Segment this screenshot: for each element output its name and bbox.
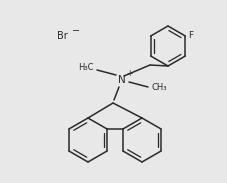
Text: +: + — [126, 70, 132, 79]
Text: CH₃: CH₃ — [151, 83, 166, 92]
Text: F: F — [188, 31, 193, 40]
Text: Br: Br — [57, 31, 68, 41]
Text: H₃C: H₃C — [79, 64, 94, 72]
Text: N: N — [118, 75, 126, 85]
Text: −: − — [72, 26, 80, 36]
